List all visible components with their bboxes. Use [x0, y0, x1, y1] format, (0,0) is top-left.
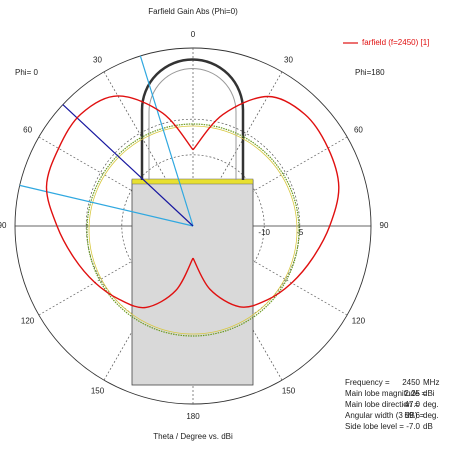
- direction-line: [139, 55, 194, 227]
- theta-tick-label: 60: [354, 126, 363, 135]
- info-label: Main lobe direction =: [345, 400, 419, 409]
- info-value: -7.0: [406, 422, 420, 431]
- theta-tick-label: 30: [93, 56, 102, 65]
- left-label: Phi= 0: [15, 68, 38, 77]
- info-value: 47.0: [404, 400, 420, 409]
- r-tick-label: -10: [258, 228, 270, 237]
- antenna-arch-inner: [148, 68, 237, 180]
- theta-tick-label: 30: [284, 56, 293, 65]
- direction-line: [62, 104, 194, 227]
- right-label: Phi=180: [355, 68, 385, 77]
- reference-circle: [86, 123, 300, 337]
- theta-tick-label: 90: [380, 221, 389, 230]
- info-label: Angular width (3 dB) =: [345, 411, 425, 420]
- reference-circle-inner: [88, 125, 298, 335]
- direction-line: [19, 184, 194, 227]
- plot: [19, 55, 340, 309]
- info-label: Frequency =: [345, 378, 390, 387]
- theta-tick-label: 150: [91, 387, 105, 396]
- info-label: Main lobe magnitude =: [345, 389, 426, 398]
- info-value: 2.25: [404, 389, 420, 398]
- chart-title: Farfield Gain Abs (Phi=0): [148, 7, 238, 16]
- antenna: [131, 58, 254, 386]
- axis-label: Theta / Degree vs. dBi: [153, 432, 233, 441]
- antenna-board: [131, 179, 254, 386]
- theta-tick-label: 120: [21, 317, 35, 326]
- info-value: 59.6: [404, 411, 420, 420]
- antenna-arch: [140, 58, 245, 180]
- theta-tick-label: 0: [191, 30, 196, 39]
- info-unit: MHz: [423, 378, 439, 387]
- theta-tick-label: 90: [0, 221, 7, 230]
- info-unit: deg.: [423, 400, 439, 409]
- theta-tick-label: 150: [282, 387, 296, 396]
- theta-tick-label: 60: [23, 126, 32, 135]
- info-label: Side lobe level =: [345, 422, 404, 431]
- r-tick-label: -5: [296, 228, 304, 237]
- antenna-ground: [131, 178, 254, 185]
- theta-tick-label: 180: [186, 412, 200, 421]
- info-value: 2450: [402, 378, 420, 387]
- info-unit: dBi: [423, 389, 435, 398]
- info-unit: deg.: [423, 411, 439, 420]
- theta-tick-label: 120: [352, 317, 366, 326]
- legend-label: farfield (f=2450) [1]: [362, 38, 429, 47]
- gain-curve: [192, 95, 340, 308]
- info-unit: dB: [423, 422, 433, 431]
- gain-curve: [45, 95, 194, 309]
